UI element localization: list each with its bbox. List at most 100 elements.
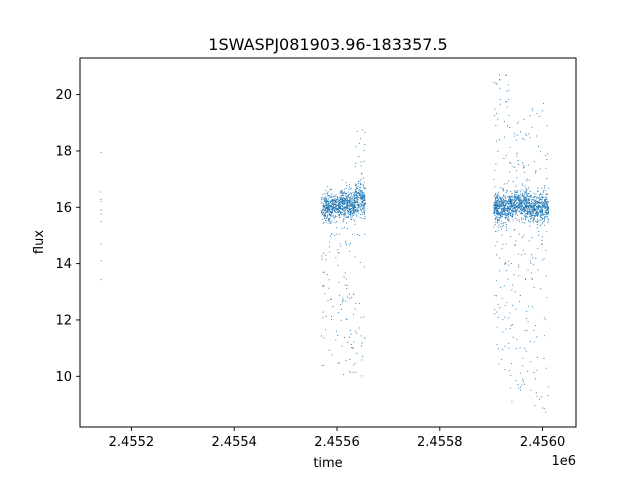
data-point	[336, 208, 339, 210]
data-point	[514, 191, 516, 193]
data-point	[507, 210, 509, 213]
data-point	[360, 178, 362, 180]
data-point	[503, 202, 505, 204]
data-point	[359, 235, 361, 237]
data-point	[535, 171, 537, 173]
data-point	[531, 199, 533, 201]
data-point	[516, 219, 518, 221]
data-point	[493, 178, 495, 180]
data-point	[531, 205, 533, 207]
data-point	[330, 204, 332, 206]
data-point	[523, 381, 525, 383]
data-point	[326, 274, 328, 276]
data-point	[323, 199, 325, 201]
data-point	[529, 215, 531, 218]
data-point	[510, 262, 512, 265]
data-point	[335, 194, 337, 196]
data-point	[361, 202, 363, 204]
data-point	[540, 193, 542, 195]
data-point	[531, 215, 533, 217]
data-point	[329, 217, 331, 219]
data-point	[100, 191, 102, 193]
data-point	[363, 217, 365, 220]
data-point	[528, 207, 530, 209]
data-point	[339, 210, 341, 212]
data-point	[353, 196, 355, 198]
data-point	[531, 209, 533, 211]
data-point	[533, 210, 535, 212]
data-point	[355, 162, 357, 164]
data-point	[356, 204, 358, 206]
data-point	[335, 339, 337, 341]
data-point	[359, 208, 361, 210]
data-point	[338, 212, 340, 214]
data-point	[331, 319, 333, 321]
data-point	[537, 234, 540, 236]
data-point	[523, 196, 525, 198]
data-point	[321, 218, 323, 220]
data-point	[499, 196, 501, 198]
data-point	[333, 199, 335, 201]
data-point	[516, 192, 518, 194]
data-point	[361, 191, 363, 193]
data-point	[547, 219, 550, 221]
data-point	[515, 193, 517, 195]
data-point	[536, 227, 538, 229]
data-point	[495, 204, 497, 206]
data-point	[357, 185, 359, 187]
data-point	[527, 199, 530, 201]
data-point	[496, 207, 498, 209]
data-point	[362, 184, 364, 186]
data-point	[338, 214, 340, 216]
data-point	[513, 195, 515, 197]
data-point	[534, 196, 536, 198]
data-point	[494, 194, 496, 196]
data-point	[543, 258, 545, 260]
data-point	[542, 206, 544, 208]
data-point	[529, 218, 531, 220]
data-point	[503, 209, 506, 211]
data-point	[346, 206, 348, 208]
data-point	[540, 288, 542, 290]
data-point	[515, 379, 517, 382]
data-point	[526, 212, 528, 214]
data-point	[525, 191, 527, 194]
data-point	[342, 221, 344, 223]
data-point	[506, 270, 508, 272]
data-point	[519, 201, 521, 203]
data-point	[506, 209, 508, 211]
data-point	[536, 336, 538, 338]
data-point	[355, 183, 357, 185]
data-point	[326, 194, 328, 196]
data-point	[528, 219, 530, 221]
data-point	[498, 224, 500, 226]
data-point	[512, 197, 514, 199]
data-point	[526, 206, 528, 208]
data-point	[353, 293, 355, 295]
data-point	[358, 142, 360, 144]
data-point	[341, 200, 343, 202]
data-point	[351, 204, 353, 206]
data-point	[494, 214, 496, 217]
y-axis: 10 12 14 16 18 20	[55, 88, 80, 385]
data-point	[494, 212, 496, 214]
data-point	[356, 198, 358, 200]
data-point	[330, 200, 332, 202]
data-point	[360, 161, 362, 163]
data-point	[355, 214, 357, 216]
data-point	[500, 222, 502, 224]
data-point	[531, 220, 533, 222]
data-point	[336, 198, 338, 200]
data-point	[524, 253, 526, 255]
data-point	[342, 300, 344, 302]
data-point	[351, 209, 353, 211]
data-point	[521, 208, 523, 210]
data-point	[342, 299, 344, 301]
data-point	[497, 348, 500, 350]
data-point	[546, 297, 548, 299]
data-point	[517, 164, 519, 166]
data-point	[354, 197, 356, 199]
data-point	[327, 200, 330, 203]
data-point	[518, 275, 520, 277]
data-point	[532, 221, 535, 223]
